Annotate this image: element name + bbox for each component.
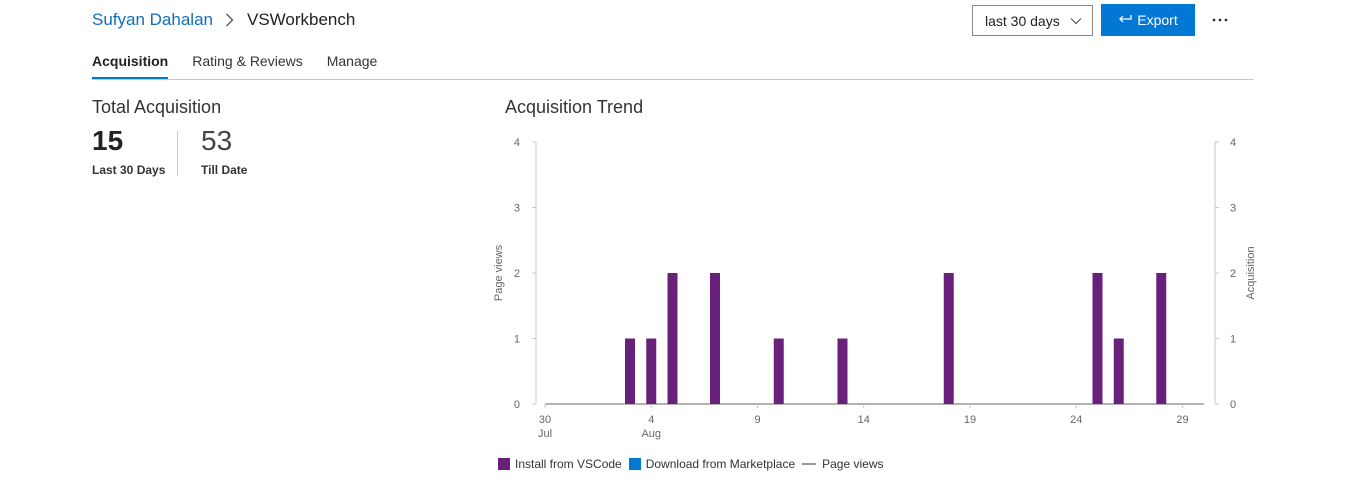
stat-last-30-days-value: 15 <box>92 125 124 156</box>
chevron-down-icon <box>1070 17 1082 25</box>
export-label: Export <box>1137 12 1178 28</box>
tab-manage[interactable]: Manage <box>326 53 378 69</box>
y-tick-label-left: 3 <box>514 203 520 215</box>
x-tick-label: 24 <box>1070 414 1082 426</box>
bar-install-vscode <box>646 338 657 404</box>
y-tick-label-right: 4 <box>1230 137 1236 149</box>
bar-install-vscode <box>710 273 720 404</box>
legend-swatch-download <box>628 458 641 470</box>
date-range-value: last 30 days <box>985 12 1060 29</box>
breadcrumb-publisher-link[interactable]: Sufyan Dahalan <box>92 10 213 29</box>
y-tick-label-right: 0 <box>1230 399 1236 411</box>
export-button[interactable]: Export <box>1101 4 1195 36</box>
legend-label-install: Install from VSCode <box>515 457 622 471</box>
bar-install-vscode <box>943 273 954 404</box>
tab-rating-reviews[interactable]: Rating & Reviews <box>192 53 303 69</box>
chevron-right-icon <box>225 9 237 31</box>
chart-legend: Install from VSCode Download from Market… <box>498 457 891 471</box>
stat-last-30-days: 15 Last 30 Days <box>92 125 165 177</box>
breadcrumb-extension-name: VSWorkbench <box>246 10 356 29</box>
bar-install-vscode <box>1156 273 1167 404</box>
legend-swatch-install <box>498 458 510 470</box>
x-tick-label: 19 <box>964 414 976 426</box>
legend-item-pageviews[interactable]: Page views <box>802 457 884 471</box>
bar-install-vscode <box>667 273 678 404</box>
more-icon <box>1212 18 1228 22</box>
stat-last-30-days-label: Last 30 Days <box>92 163 166 177</box>
x-tick-label: 9 <box>754 414 760 426</box>
y-tick-label-right: 3 <box>1230 203 1236 215</box>
y-tick-label-left: 0 <box>514 399 520 411</box>
stat-divider <box>177 131 178 176</box>
y-tick-label-right: 2 <box>1230 268 1236 280</box>
x-tick-label: 14 <box>858 414 870 426</box>
more-options-button[interactable] <box>1208 8 1232 32</box>
bar-install-vscode <box>837 338 848 404</box>
chart-title: Acquisition Trend <box>505 97 644 117</box>
x-tick-sublabel: Jul <box>538 428 552 440</box>
legend-item-install[interactable]: Install from VSCode <box>498 457 622 471</box>
x-tick-label: 29 <box>1176 414 1188 426</box>
y-tick-label-right: 1 <box>1230 334 1236 346</box>
legend-label-download: Download from Marketplace <box>645 457 796 471</box>
y-axis-right-title: Acquisition <box>1245 246 1257 299</box>
y-axis-left-title: Page views <box>493 244 505 301</box>
total-acquisition-title: Total Acquisition <box>92 97 222 117</box>
y-tick-label-left: 2 <box>514 268 520 280</box>
x-tick-label: 30 <box>539 414 551 426</box>
tabs-divider <box>92 79 1254 80</box>
stat-till-date-value: 53 <box>201 125 233 156</box>
x-tick-sublabel: Aug <box>641 428 661 440</box>
legend-swatch-pageviews <box>802 463 817 465</box>
x-tick-label: 4 <box>648 414 654 426</box>
y-tick-label-left: 1 <box>514 334 520 346</box>
bar-install-vscode <box>773 338 784 404</box>
export-icon <box>1118 12 1132 28</box>
y-tick-label-left: 4 <box>514 137 520 149</box>
bar-install-vscode <box>1113 338 1124 404</box>
breadcrumb: Sufyan Dahalan VSWorkbench <box>92 9 355 31</box>
date-range-dropdown[interactable]: last 30 days <box>972 5 1093 36</box>
stat-till-date: 53 Till Date <box>201 125 247 177</box>
legend-item-download[interactable]: Download from Marketplace <box>628 457 796 471</box>
tab-acquisition[interactable]: Acquisition <box>92 50 169 79</box>
bar-install-vscode <box>1092 273 1103 404</box>
stat-till-date-label: Till Date <box>201 163 248 177</box>
tab-bar: Acquisition Rating & Reviews Manage <box>92 50 401 80</box>
acquisition-trend-chart: 0 0 1 1 2 2 3 3 4 4 Page views Acquisition 30 Jul 4 Aug… <box>493 137 1257 440</box>
legend-label-pageviews: Page views <box>822 457 884 471</box>
bar-install-vscode <box>625 338 635 404</box>
